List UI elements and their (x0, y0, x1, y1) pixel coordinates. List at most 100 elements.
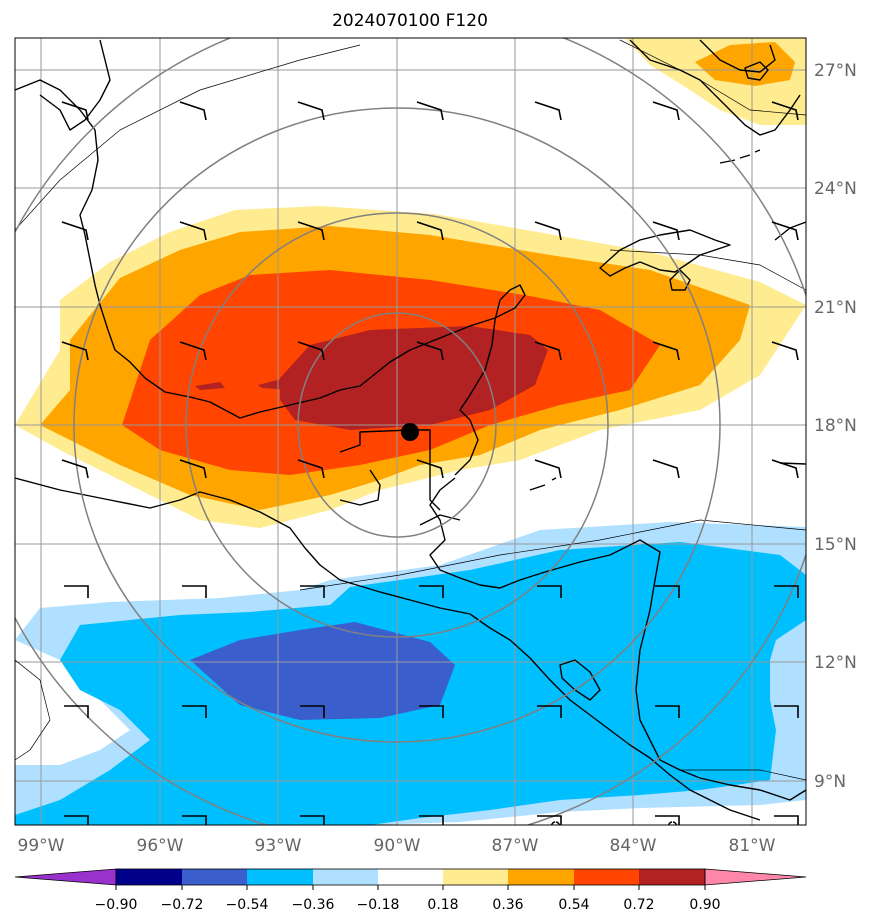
wind-barb (179, 101, 207, 121)
wind-barb (179, 459, 207, 479)
colorbar-bin-9 (639, 869, 705, 885)
wind-barb (300, 705, 325, 718)
wind-barb (416, 459, 444, 479)
wind-barb (774, 815, 799, 825)
colorbar-bin-5 (378, 869, 443, 885)
colorbar-tick-label: −0.36 (292, 897, 335, 913)
wind-barb (419, 815, 444, 825)
storm-center-marker (401, 423, 419, 441)
wind-barb (534, 459, 562, 479)
map-area (15, 38, 806, 825)
wind-barb (537, 705, 562, 718)
lon-label-81w: 81°W (729, 836, 776, 856)
wind-barb (300, 585, 325, 598)
wind-barb (652, 221, 680, 241)
contour-fill-pos-0.72-small2 (258, 378, 290, 390)
wind-barb (537, 815, 562, 825)
lon-label-84w: 84°W (610, 836, 657, 856)
lon-label-96w: 96°W (137, 836, 184, 856)
wind-barb (297, 221, 325, 241)
colorbar-bin-8 (574, 869, 639, 885)
colorbar-tick-label: −0.90 (95, 897, 138, 913)
wind-barb (297, 341, 325, 361)
lat-label-21n: 21°N (814, 298, 857, 318)
wind-barb (297, 101, 325, 121)
graticule (15, 38, 806, 825)
lat-label-15n: 15°N (814, 535, 857, 555)
lat-label-27n: 27°N (814, 61, 857, 81)
wind-barb (61, 221, 89, 241)
wind-barb (300, 815, 325, 825)
colorbar-ticks (115, 885, 706, 890)
colorbar-bin-6 (443, 869, 508, 885)
lon-label-99w: 99°W (18, 836, 65, 856)
wind-barb (655, 815, 680, 825)
contour-fill-pos-0.36-ne (695, 42, 795, 86)
wind-barb (179, 341, 207, 361)
colorbar-tick-label: 0.18 (427, 897, 458, 913)
wind-barb (64, 705, 89, 718)
wind-barb (179, 221, 207, 241)
wind-barb (774, 705, 799, 718)
colorbar-bin-3 (247, 869, 313, 885)
positive-anomaly-shading (15, 38, 806, 528)
country-borders (15, 39, 806, 781)
contour-fill-neg-0.54 (190, 622, 455, 720)
wind-barb (652, 459, 680, 479)
wind-barb (771, 221, 799, 241)
lon-label-87w: 87°W (492, 836, 539, 856)
colorbar-tick-label: 0.90 (689, 897, 720, 913)
wind-barb (64, 585, 89, 598)
contour-fill-pos-0.72-small (195, 382, 225, 390)
wind-barb (61, 341, 89, 361)
wind-barbs (61, 101, 799, 825)
colorbar-bin-7 (508, 869, 574, 885)
wind-barb (534, 221, 562, 241)
wind-barb (655, 705, 680, 718)
colorbar-tick-label: 0.54 (558, 897, 589, 913)
wind-barb (182, 705, 207, 718)
wind-barb (182, 585, 207, 598)
colorbar-over-extension (704, 868, 807, 886)
wind-barb (537, 585, 562, 598)
colorbar: −0.90 −0.72 −0.54 −0.36 −0.18 0.18 0.36 … (14, 868, 807, 913)
colorbar-tick-label: −0.18 (357, 897, 400, 913)
wind-barb (61, 101, 89, 121)
colorbar-tick-label: 0.72 (623, 897, 654, 913)
contour-fill-pos-0.72 (280, 326, 548, 430)
wind-barb (297, 459, 325, 479)
colorbar-tick-label: 0.36 (492, 897, 523, 913)
colorbar-tick-label: −0.54 (226, 897, 269, 913)
negative-anomaly-shading (15, 522, 806, 825)
lat-label-12n: 12°N (814, 653, 857, 673)
wind-barb (419, 585, 444, 598)
wind-barb (419, 705, 444, 718)
lon-label-90w: 90°W (374, 836, 421, 856)
wind-barb (652, 341, 680, 361)
colorbar-bin-2 (182, 869, 247, 885)
wind-barb (64, 815, 89, 825)
lon-label-93w: 93°W (255, 836, 302, 856)
lat-label-18n: 18°N (814, 416, 857, 436)
wind-barb (771, 101, 799, 121)
wind-barb (534, 101, 562, 121)
map-title: 2024070100 F120 (332, 11, 488, 31)
colorbar-bin-4 (313, 869, 378, 885)
map-frame (14, 37, 807, 826)
wind-barb (416, 101, 444, 121)
wind-barb (771, 341, 799, 361)
longitude-labels: 99°W 96°W 93°W 90°W 87°W 84°W 81°W (18, 836, 776, 856)
wind-barb (774, 585, 799, 598)
range-rings (15, 38, 806, 825)
wind-barb (655, 585, 680, 598)
lat-label-24n: 24°N (814, 179, 857, 199)
colorbar-tick-label: −0.72 (161, 897, 204, 913)
colorbar-bin-1 (116, 869, 182, 885)
wind-barb (771, 459, 799, 479)
colorbar-under-extension (14, 868, 117, 886)
wind-barb (534, 341, 562, 361)
wind-barb (182, 815, 207, 825)
wind-barb (652, 101, 680, 121)
latitude-labels: 27°N 24°N 21°N 18°N 15°N 12°N 9°N (814, 61, 857, 792)
